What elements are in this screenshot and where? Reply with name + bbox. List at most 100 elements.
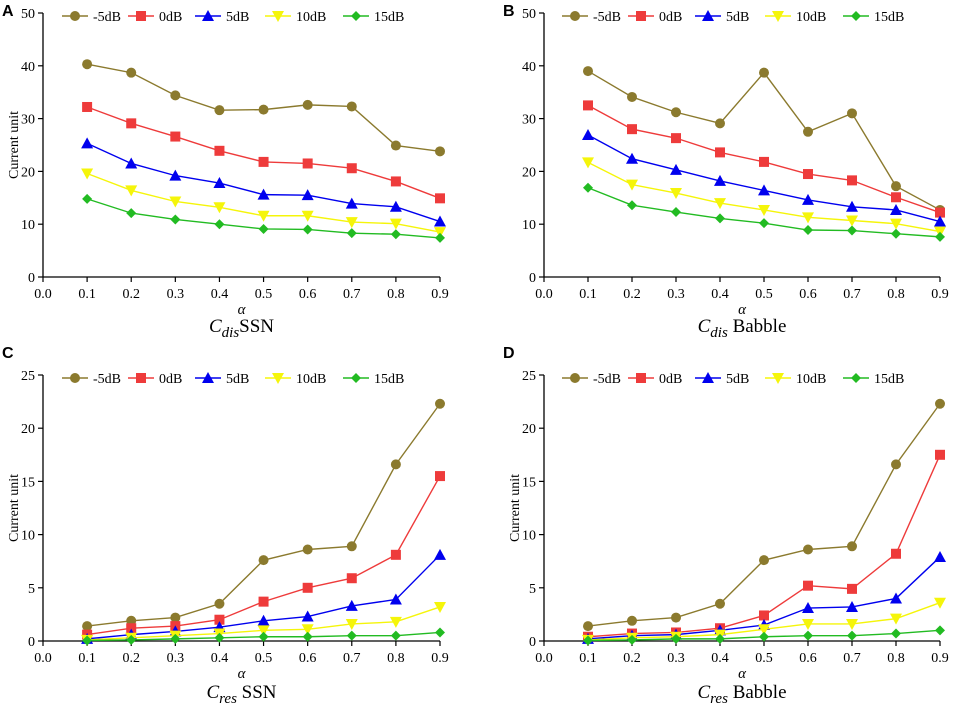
data-point (170, 214, 181, 225)
legend-item: 10dB (265, 372, 326, 387)
series-line (86, 106, 441, 199)
data-point (214, 614, 225, 625)
data-point (258, 631, 269, 642)
legend-marker (351, 11, 361, 21)
data-point (715, 598, 725, 609)
panel-letter: B (503, 3, 515, 20)
y-tick-label: 25 (522, 369, 536, 384)
caption-symbol: C (697, 682, 710, 703)
x-tick-label: 0.2 (623, 287, 641, 302)
y-axis-label: Current unit (7, 111, 22, 179)
data-point (126, 634, 137, 645)
legend-item: 10dB (765, 372, 826, 387)
legend-label: -5dB (593, 372, 621, 387)
data-point (626, 152, 638, 164)
data-point (434, 548, 446, 560)
data-point (759, 555, 769, 566)
x-tick-label: 0.7 (343, 651, 361, 666)
series-15dB (583, 625, 945, 646)
data-point (390, 630, 401, 641)
caption-subscript: res (710, 691, 728, 707)
legend-marker (70, 373, 80, 383)
legend-marker (570, 11, 580, 21)
y-tick-label: 40 (21, 60, 35, 75)
x-tick-label: 0.0 (535, 287, 553, 302)
series-0dB (583, 449, 945, 642)
series-line (86, 142, 441, 223)
data-point (390, 176, 401, 187)
legend-item: 0dB (628, 10, 682, 25)
legend-marker (851, 11, 861, 21)
x-tick-label: 0.7 (343, 287, 361, 302)
data-point (890, 613, 902, 625)
legend-marker (636, 11, 646, 21)
data-point (346, 541, 357, 552)
data-point (671, 133, 681, 144)
data-point (890, 592, 902, 604)
series--5dB (82, 59, 445, 157)
data-point (258, 223, 269, 234)
panel-caption: CdisSSN (209, 316, 274, 341)
series-line (87, 403, 441, 627)
legend-marker (136, 11, 146, 21)
legend-marker (272, 373, 284, 384)
legend-label: 10dB (796, 372, 826, 387)
data-point (714, 198, 726, 210)
legend-item: 15dB (843, 372, 904, 387)
data-point (302, 224, 313, 235)
data-point (390, 549, 401, 560)
data-point (170, 90, 181, 101)
x-tick-label: 0.8 (387, 651, 405, 666)
legend-item: 0dB (128, 10, 182, 25)
x-tick-label: 0.9 (931, 287, 949, 302)
legend-label: 5dB (226, 10, 249, 25)
legend-label: 0dB (159, 372, 182, 387)
x-tick-label: 0.1 (78, 287, 96, 302)
legend-label: -5dB (593, 10, 621, 25)
y-tick-label: 10 (522, 529, 536, 544)
x-tick-label: 0.3 (667, 651, 685, 666)
data-point (583, 621, 593, 632)
x-tick-label: 0.2 (122, 287, 140, 302)
x-tick-label: 0.5 (755, 651, 773, 666)
data-point (891, 548, 901, 559)
data-point (759, 67, 769, 78)
legend-label: 5dB (226, 372, 249, 387)
series--5dB (583, 66, 945, 215)
legend-label: 5dB (726, 10, 749, 25)
data-point (627, 200, 637, 211)
series-line (86, 172, 441, 233)
x-tick-label: 0.7 (843, 287, 861, 302)
data-point (847, 630, 857, 641)
data-point (170, 633, 181, 644)
data-point (390, 140, 401, 151)
y-axis-label: Current unit (7, 474, 22, 542)
legend-item: 5dB (695, 372, 749, 387)
legend-item: 5dB (195, 10, 249, 25)
data-point (802, 193, 814, 205)
x-tick-label: 0.6 (799, 287, 817, 302)
data-point (715, 118, 725, 129)
data-point (890, 218, 902, 230)
data-point (846, 200, 858, 212)
legend-marker (772, 373, 784, 384)
panel-letter: D (503, 345, 515, 362)
y-tick-label: 0 (28, 271, 35, 286)
panel-caption: Cres SSN (206, 682, 276, 707)
legend-item: -5dB (62, 10, 121, 25)
data-point (670, 188, 682, 200)
data-point (847, 541, 857, 552)
data-point (389, 616, 402, 628)
x-axis-label: α (738, 666, 747, 682)
x-tick-label: 0.1 (579, 651, 597, 666)
data-point (759, 218, 769, 229)
legend-label: 0dB (159, 10, 182, 25)
data-point (82, 193, 93, 204)
data-point (346, 101, 357, 112)
legend-label: 15dB (374, 10, 404, 25)
x-tick-label: 0.0 (34, 287, 52, 302)
caption-text: SSN (239, 316, 274, 337)
data-point (583, 100, 593, 111)
data-point (582, 128, 594, 140)
data-point (390, 229, 401, 240)
